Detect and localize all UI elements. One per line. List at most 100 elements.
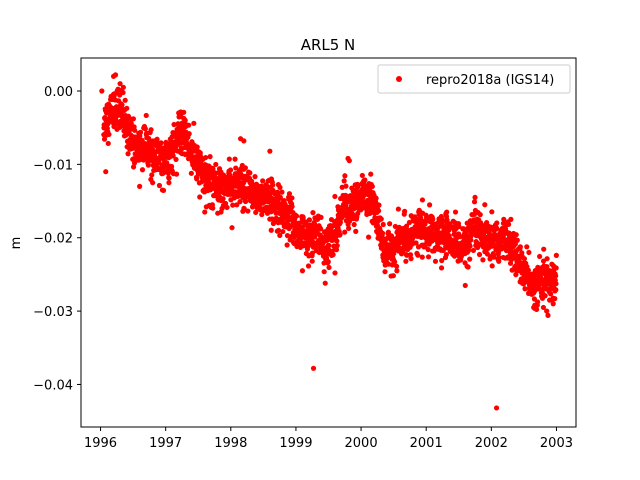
data-point	[171, 121, 177, 128]
data-point	[227, 167, 234, 173]
data-point	[508, 216, 514, 222]
data-point	[150, 180, 156, 186]
data-point	[512, 241, 518, 247]
data-point	[207, 154, 213, 160]
data-point	[472, 194, 478, 200]
data-point	[326, 264, 332, 271]
data-point	[284, 233, 291, 239]
data-point	[149, 146, 156, 152]
data-point	[419, 254, 425, 260]
data-point	[466, 247, 472, 253]
data-point	[188, 170, 194, 176]
data-point	[130, 116, 136, 122]
data-point	[170, 153, 176, 159]
data-point	[260, 178, 266, 184]
data-point	[112, 72, 119, 78]
data-point	[430, 216, 436, 222]
data-point	[468, 237, 474, 243]
data-point	[550, 301, 556, 307]
data-point	[242, 198, 249, 205]
data-point	[552, 296, 558, 302]
data-point	[408, 256, 414, 262]
data-point	[165, 170, 171, 176]
data-point	[224, 204, 230, 211]
data-point	[425, 246, 431, 253]
data-point	[156, 182, 163, 189]
x-tick-label: 1998	[214, 436, 247, 451]
data-point	[158, 140, 164, 146]
data-point	[413, 240, 419, 246]
data-point	[270, 182, 276, 188]
data-point	[387, 221, 393, 227]
data-point	[166, 180, 172, 186]
data-point	[310, 210, 316, 216]
data-point	[402, 208, 408, 214]
data-point	[318, 214, 324, 220]
data-point	[99, 88, 105, 94]
legend-box	[377, 64, 571, 94]
data-point	[213, 161, 219, 168]
data-point	[202, 209, 208, 215]
data-point	[268, 227, 274, 233]
data-point	[380, 221, 386, 228]
x-tick-label: 2001	[410, 436, 443, 451]
y-tick-label: −0.04	[33, 378, 73, 393]
data-point	[173, 171, 180, 177]
data-point	[465, 264, 471, 270]
data-point	[342, 173, 348, 179]
data-point	[553, 287, 559, 293]
data-point	[337, 219, 344, 225]
data-point	[227, 172, 233, 178]
data-point	[117, 81, 123, 87]
data-point	[168, 163, 175, 170]
data-point	[210, 166, 216, 172]
data-point	[544, 256, 550, 262]
x-axis: 1996 1997 1998 1999 2000 2001 2002 2003	[84, 427, 573, 451]
data-point	[318, 226, 324, 232]
data-point	[277, 184, 283, 190]
data-point	[222, 200, 229, 207]
data-point	[101, 136, 108, 142]
data-point	[113, 117, 119, 123]
data-point	[376, 202, 382, 208]
data-point	[346, 158, 352, 164]
data-point	[476, 251, 483, 258]
data-point	[159, 187, 166, 193]
data-point	[395, 206, 401, 212]
data-point	[419, 197, 426, 203]
data-point	[493, 405, 500, 411]
data-point	[373, 195, 379, 201]
data-point	[149, 172, 155, 178]
data-point	[332, 270, 338, 276]
data-point	[553, 273, 559, 279]
data-point	[137, 129, 144, 135]
data-point	[491, 254, 497, 260]
data-point	[230, 202, 236, 208]
data-point	[482, 202, 488, 208]
data-point	[194, 176, 200, 182]
data-point	[494, 226, 500, 232]
data-point	[181, 109, 187, 115]
data-point	[203, 154, 209, 161]
data-point	[440, 218, 446, 224]
data-point	[364, 187, 371, 193]
data-point	[524, 244, 530, 250]
data-point	[253, 209, 259, 216]
data-point	[119, 102, 125, 108]
data-point	[541, 246, 547, 252]
x-tick-label: 1999	[279, 436, 312, 451]
data-point	[122, 97, 128, 103]
data-point	[462, 282, 468, 289]
data-point	[103, 169, 109, 175]
data-point	[186, 131, 192, 137]
data-point	[480, 257, 486, 263]
data-point	[312, 234, 318, 240]
data-point	[544, 308, 550, 314]
data-point	[143, 112, 149, 119]
data-point	[289, 195, 295, 201]
legend-label: repro2018a (IGS14)	[426, 73, 554, 88]
data-point	[545, 312, 551, 318]
data-point	[378, 216, 384, 222]
data-point	[145, 162, 151, 168]
data-point	[277, 194, 283, 200]
